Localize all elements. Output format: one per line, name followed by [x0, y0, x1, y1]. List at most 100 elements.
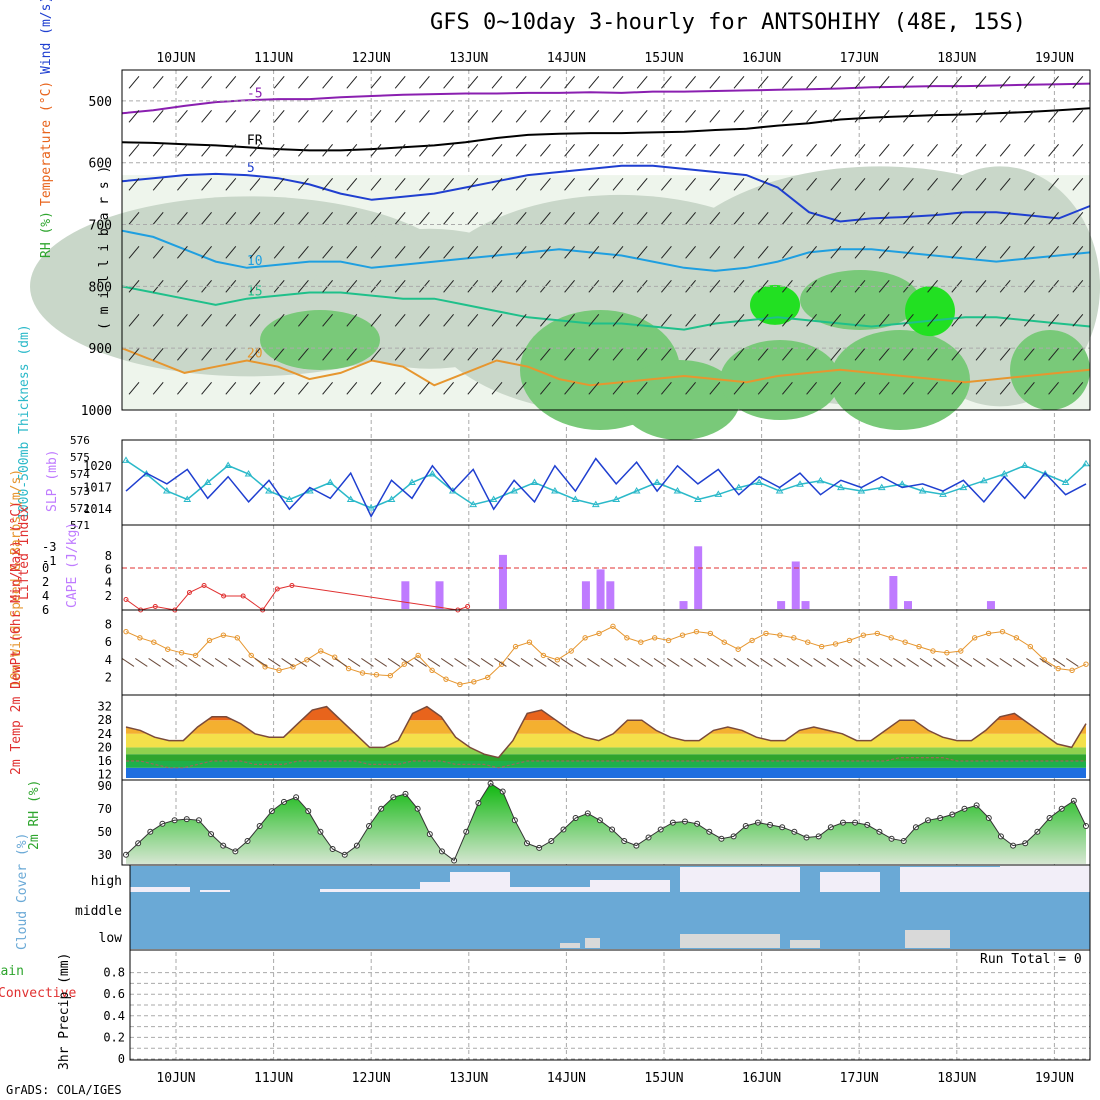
wind-barb — [201, 110, 212, 123]
y-tick: 8 — [105, 618, 112, 632]
x-tick-bottom: 18JUN — [937, 1071, 976, 1086]
wind-barb — [214, 658, 228, 667]
wind-barb — [273, 382, 285, 395]
wind-barb — [394, 314, 406, 327]
wind-barb — [588, 144, 600, 157]
y-tick-left: 571 — [70, 519, 90, 532]
cape-bar — [889, 576, 898, 609]
wind-barb — [273, 314, 285, 327]
wind-barb — [830, 382, 842, 395]
wind-barb — [321, 658, 334, 667]
thickness-point — [1020, 461, 1029, 468]
wind-barb — [152, 144, 164, 157]
cloud-high-block — [820, 872, 880, 892]
wind-barb — [298, 348, 309, 361]
wind-barb — [903, 348, 914, 361]
wind-barb — [806, 246, 817, 259]
wind-barb — [419, 76, 430, 89]
wind-barb — [813, 658, 826, 667]
wind-barb — [661, 212, 672, 225]
wind-barb — [540, 314, 551, 327]
wind-barb — [346, 178, 358, 191]
wind-barb — [999, 212, 1011, 225]
wind-barb — [394, 212, 406, 225]
wind-barb — [346, 212, 358, 225]
wind-barb — [249, 110, 261, 123]
wind-barb — [636, 382, 648, 395]
wind-barb — [612, 76, 624, 89]
cloud-high-block — [500, 887, 620, 892]
wind-barb — [830, 348, 842, 361]
wind-barb — [588, 314, 600, 327]
wind-barb — [515, 110, 527, 123]
wind-barb — [919, 658, 933, 667]
wind-barb — [443, 110, 454, 123]
wind-barb — [612, 382, 624, 395]
wind-barb — [782, 348, 793, 361]
wind-barb — [746, 658, 760, 667]
wind-barb — [1024, 212, 1035, 225]
wind-barb — [1024, 314, 1035, 327]
wind-barb — [999, 110, 1011, 123]
y-tick-left: 0 — [42, 561, 49, 575]
wind-barb — [394, 280, 406, 293]
wind-barb — [854, 246, 866, 259]
y-tick: 800 — [89, 280, 112, 295]
wind-barb — [152, 76, 164, 89]
chart-title: GFS 0~10day 3-hourly for ANTSOHIHY (48E,… — [430, 10, 1027, 35]
wind-barb — [370, 76, 382, 89]
temp-band — [126, 720, 1086, 734]
wind-barb — [612, 144, 624, 157]
wind-barb — [394, 246, 406, 259]
wind-barb — [1048, 76, 1059, 89]
cloud-panel: high middle low — [75, 866, 1090, 949]
cape-bar — [986, 601, 995, 609]
wind-barb — [370, 382, 382, 395]
x-tick-bottom: 15JUN — [644, 1071, 683, 1086]
y-tick-left: -1 — [42, 554, 56, 568]
wind-barb — [443, 144, 454, 157]
wind-barb — [1072, 178, 1084, 191]
isotherm-label: 10 — [247, 254, 263, 269]
wind-barb — [254, 658, 268, 667]
wind-barb — [830, 280, 842, 293]
y-tick-left: 574 — [70, 468, 90, 481]
wind-barb — [201, 382, 212, 395]
wind-barb — [782, 178, 793, 191]
wind-barb — [612, 110, 624, 123]
y-label-profile: Wind (m/s) — [39, 0, 54, 74]
wind-barb — [467, 658, 481, 667]
wind-barb — [520, 658, 534, 667]
wind-barb — [294, 658, 308, 667]
cloud-high-block — [200, 890, 230, 892]
y-label-cloud: Cloud Cover (%) — [15, 833, 30, 950]
wind-barb — [346, 246, 358, 259]
lifted-point — [186, 590, 192, 595]
wind-barb — [152, 348, 164, 361]
wind-barb — [322, 76, 333, 89]
cloud-high-block — [320, 889, 420, 892]
wind-barb — [975, 314, 987, 327]
wind-barb — [322, 348, 333, 361]
wind-barb — [612, 178, 624, 191]
wind-barb — [661, 144, 672, 157]
wind10m-panel: 8 6 4 2 — [105, 618, 1089, 688]
wind-barb — [685, 314, 696, 327]
y-label-precip-total: Total / Rain — [0, 964, 24, 979]
wind-barb — [228, 658, 241, 667]
wind-barb — [927, 382, 938, 395]
y-tick: 32 — [98, 700, 112, 714]
cape-bar — [581, 581, 590, 609]
temp-band — [126, 733, 1086, 748]
wind-barb — [733, 178, 745, 191]
y-tick: 4 — [105, 653, 112, 667]
thickness-line — [125, 459, 1087, 509]
wind-barb — [249, 314, 261, 327]
lifted-point — [201, 583, 207, 588]
isotherm-line — [121, 229, 1091, 272]
wind-barb — [201, 348, 212, 361]
y-tick: 0.2 — [103, 1030, 125, 1044]
wind-barb — [830, 76, 842, 89]
wind-barb — [951, 212, 963, 225]
wind-barb — [927, 76, 938, 89]
